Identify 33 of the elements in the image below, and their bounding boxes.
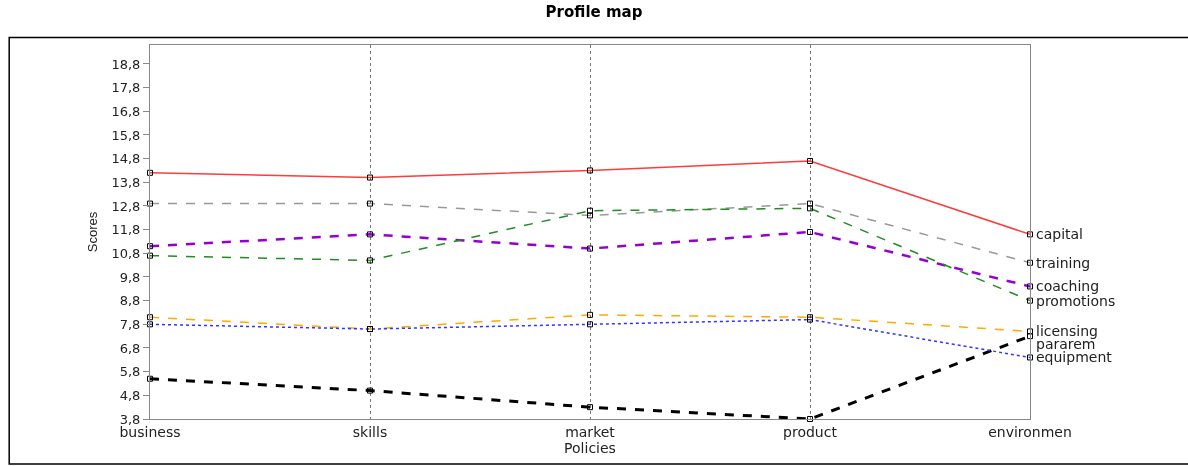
y-tick-label: 5,8 (119, 364, 141, 380)
series-label: promotions (1036, 293, 1116, 309)
x-axis-title: Policies (564, 440, 616, 457)
point (367, 387, 373, 394)
y-tick-label: 17,8 (111, 80, 141, 96)
x-tick-label: skills (352, 423, 388, 440)
y-tick-label: 6,8 (119, 340, 141, 356)
y-tick-label: 14,8 (111, 151, 141, 167)
series-label: training (1036, 255, 1091, 271)
y-tick-label: 12,8 (111, 198, 141, 214)
y-tick-label: 15,8 (111, 127, 141, 143)
series-label: coaching (1036, 278, 1100, 294)
x-tick-label: environmen (988, 423, 1072, 440)
y-tick-label: 13,8 (111, 174, 141, 190)
x-tick-label: product (783, 423, 838, 440)
chart-title: Profile map (545, 3, 643, 22)
point (1027, 333, 1033, 340)
point (147, 375, 153, 382)
series-label: licensing (1036, 323, 1098, 339)
y-tick-label: 9,8 (119, 269, 141, 285)
y-tick-label: 16,8 (111, 103, 141, 119)
point (587, 404, 593, 411)
y-axis-title: Scores (85, 211, 101, 253)
y-tick-label: 7,8 (119, 316, 141, 332)
y-tick-label: 4,8 (119, 387, 141, 403)
point (807, 416, 813, 422)
y-tick-label: 8,8 (119, 293, 141, 309)
series-label: capital (1036, 226, 1084, 242)
y-tick-label: 10,8 (111, 245, 141, 261)
y-tick-label: 3,8 (119, 411, 141, 427)
x-tick-label: market (565, 423, 616, 440)
y-tick-label: 18,8 (111, 56, 141, 72)
y-tick-label: 11,8 (111, 222, 141, 238)
